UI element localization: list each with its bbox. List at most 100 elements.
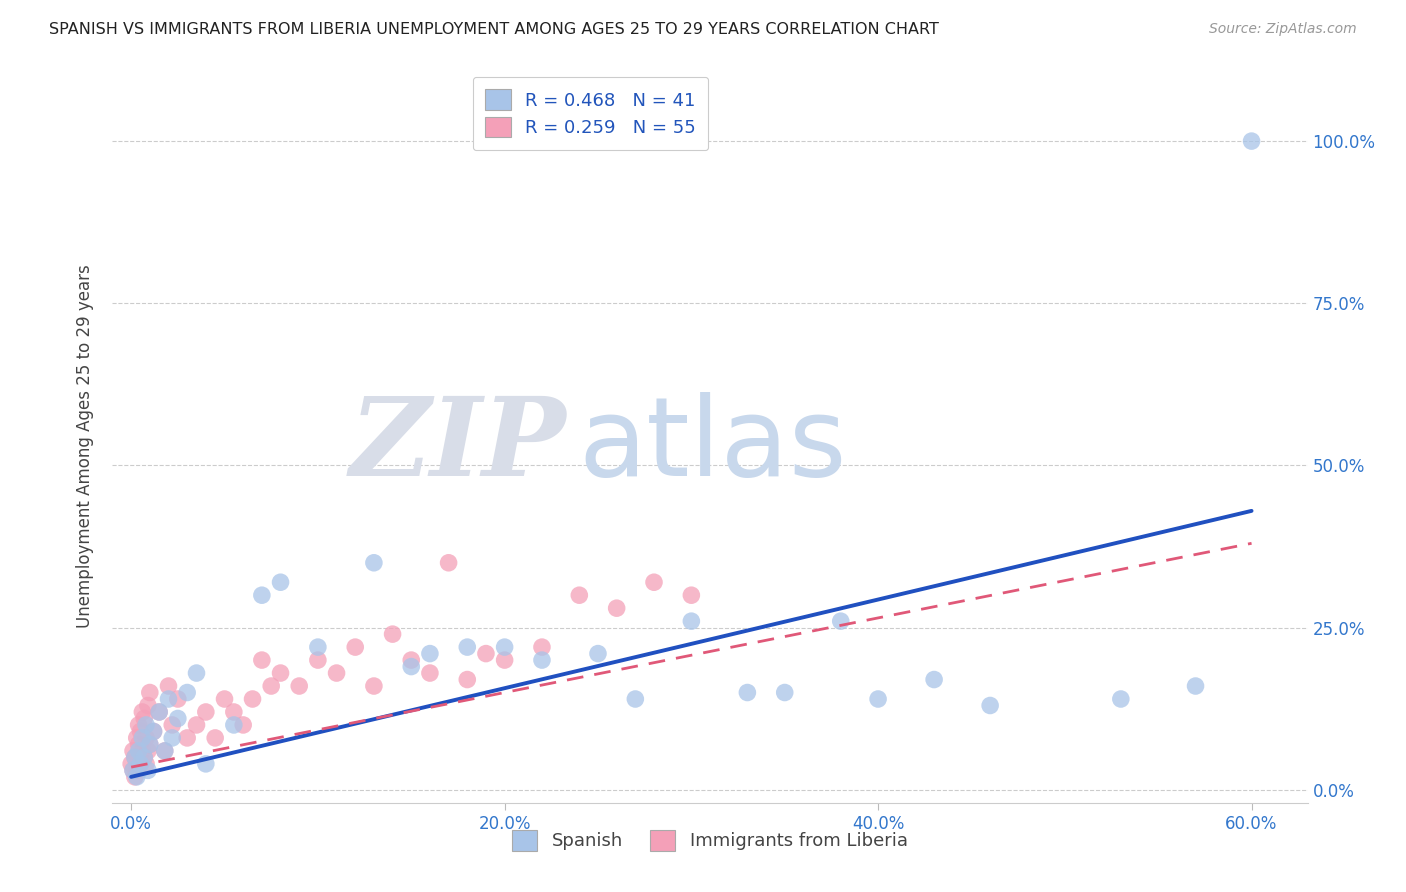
Point xyxy=(139,685,162,699)
Point xyxy=(475,647,498,661)
Point xyxy=(325,666,347,681)
Point xyxy=(135,756,157,771)
Point xyxy=(135,731,157,745)
Point xyxy=(122,744,145,758)
Point xyxy=(868,692,890,706)
Point xyxy=(456,673,478,687)
Point xyxy=(157,679,180,693)
Point xyxy=(122,764,145,778)
Point xyxy=(643,575,665,590)
Point xyxy=(344,640,367,654)
Point xyxy=(1240,134,1263,148)
Point xyxy=(186,718,208,732)
Point xyxy=(125,764,148,778)
Point xyxy=(270,666,292,681)
Point xyxy=(142,724,165,739)
Point xyxy=(530,653,553,667)
Point xyxy=(250,653,273,667)
Point xyxy=(124,770,146,784)
Point xyxy=(270,575,292,590)
Point xyxy=(681,588,703,602)
Point xyxy=(494,653,516,667)
Text: Source: ZipAtlas.com: Source: ZipAtlas.com xyxy=(1209,22,1357,37)
Point xyxy=(136,698,159,713)
Point xyxy=(157,692,180,706)
Point xyxy=(122,764,145,778)
Point xyxy=(131,705,153,719)
Point xyxy=(214,692,236,706)
Point xyxy=(530,640,553,654)
Point xyxy=(737,685,759,699)
Text: atlas: atlas xyxy=(579,392,846,500)
Legend: Spanish, Immigrants from Liberia: Spanish, Immigrants from Liberia xyxy=(505,822,915,858)
Point xyxy=(307,640,329,654)
Point xyxy=(222,718,245,732)
Text: ZIP: ZIP xyxy=(350,392,567,500)
Point xyxy=(288,679,311,693)
Point xyxy=(129,756,152,771)
Point xyxy=(242,692,264,706)
Point xyxy=(194,756,217,771)
Point xyxy=(681,614,703,628)
Point xyxy=(363,679,385,693)
Point xyxy=(125,731,148,745)
Point xyxy=(166,711,188,725)
Point xyxy=(139,738,162,752)
Point xyxy=(176,685,198,699)
Point xyxy=(773,685,796,699)
Point xyxy=(260,679,283,693)
Point xyxy=(307,653,329,667)
Point xyxy=(135,718,157,732)
Point xyxy=(128,718,150,732)
Point xyxy=(437,556,460,570)
Y-axis label: Unemployment Among Ages 25 to 29 years: Unemployment Among Ages 25 to 29 years xyxy=(76,264,94,628)
Point xyxy=(148,705,170,719)
Point xyxy=(363,556,385,570)
Point xyxy=(124,750,146,764)
Point xyxy=(381,627,404,641)
Point xyxy=(494,640,516,654)
Point xyxy=(129,724,152,739)
Point xyxy=(222,705,245,719)
Point xyxy=(568,588,591,602)
Point xyxy=(136,764,159,778)
Point xyxy=(586,647,609,661)
Point xyxy=(134,711,156,725)
Point xyxy=(162,731,183,745)
Point xyxy=(922,673,945,687)
Point xyxy=(194,705,217,719)
Point xyxy=(830,614,852,628)
Point xyxy=(131,744,153,758)
Point xyxy=(125,770,148,784)
Point xyxy=(204,731,226,745)
Point xyxy=(186,666,208,681)
Point xyxy=(419,647,441,661)
Point xyxy=(624,692,647,706)
Point xyxy=(134,750,156,764)
Point xyxy=(232,718,254,732)
Point xyxy=(124,750,146,764)
Point xyxy=(148,705,170,719)
Point xyxy=(128,744,150,758)
Point xyxy=(153,744,176,758)
Point xyxy=(129,756,152,771)
Point xyxy=(162,718,183,732)
Point xyxy=(136,744,159,758)
Point xyxy=(134,750,156,764)
Point xyxy=(176,731,198,745)
Text: SPANISH VS IMMIGRANTS FROM LIBERIA UNEMPLOYMENT AMONG AGES 25 TO 29 YEARS CORREL: SPANISH VS IMMIGRANTS FROM LIBERIA UNEMP… xyxy=(49,22,939,37)
Point xyxy=(979,698,1001,713)
Point xyxy=(456,640,478,654)
Point xyxy=(139,738,162,752)
Point xyxy=(419,666,441,681)
Point xyxy=(1184,679,1206,693)
Point xyxy=(401,653,423,667)
Point xyxy=(131,731,153,745)
Point xyxy=(128,738,150,752)
Point xyxy=(153,744,176,758)
Point xyxy=(1109,692,1132,706)
Point xyxy=(401,659,423,673)
Point xyxy=(606,601,628,615)
Point xyxy=(250,588,273,602)
Point xyxy=(142,724,165,739)
